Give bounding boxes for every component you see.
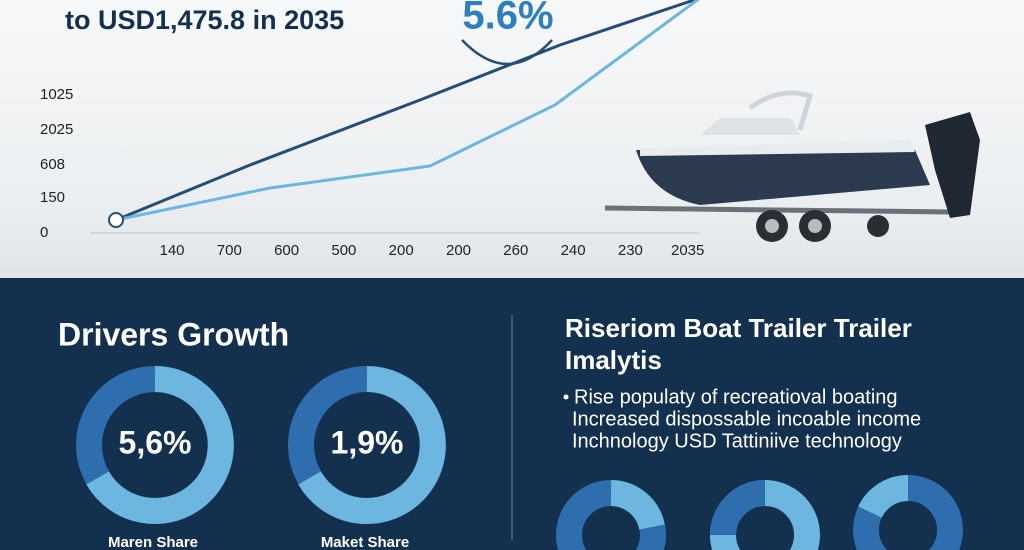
x-label: 500 (331, 242, 356, 259)
x-label: 700 (217, 242, 242, 259)
trend-line (115, 0, 700, 222)
y-label: 0 (40, 224, 48, 241)
bullet-text: Increased dispossable incoable income (572, 408, 921, 430)
rate: 5.6% (462, 0, 553, 38)
x-label: 2035 (671, 242, 704, 259)
donut-value: 5,6% (119, 424, 192, 460)
donut-segment (298, 366, 446, 524)
donut-segment (86, 366, 234, 524)
y-label: 608 (40, 156, 65, 173)
start-marker (108, 212, 124, 228)
trend-line (115, 0, 699, 222)
donut-value: 1,9% (331, 424, 404, 460)
bullet-dot (563, 394, 569, 400)
donut-label: Maket Share (321, 534, 409, 550)
y-label: 2025 (40, 121, 73, 138)
y-label: 150 (40, 189, 65, 206)
right-title: Riseriom Boat Trailer Trailer (565, 313, 912, 343)
y-label: 1025 (40, 86, 73, 103)
left-title: Drivers Growth (58, 316, 289, 352)
bullet-text: Rise populaty of recreatioval boating (574, 386, 898, 408)
x-label: 260 (503, 242, 528, 259)
donut-label: Maren Share (108, 534, 198, 550)
rate-arc (461, 39, 553, 66)
x-label: 600 (274, 242, 299, 259)
x-label: 140 (159, 242, 184, 259)
x-label: 200 (446, 242, 471, 259)
x-label: 230 (618, 242, 643, 259)
x-label: 200 (389, 242, 414, 259)
boat-illustration (604, 90, 980, 242)
top-panel (0, 0, 1024, 278)
header-title: to USD1,475.8 in 2035 (65, 5, 344, 35)
bottom-rings (556, 474, 963, 550)
x-label: 240 (561, 242, 586, 259)
right-title: Imalytis (565, 345, 662, 375)
bullet-text: Inchnology USD Tattiniive technology (572, 430, 902, 452)
